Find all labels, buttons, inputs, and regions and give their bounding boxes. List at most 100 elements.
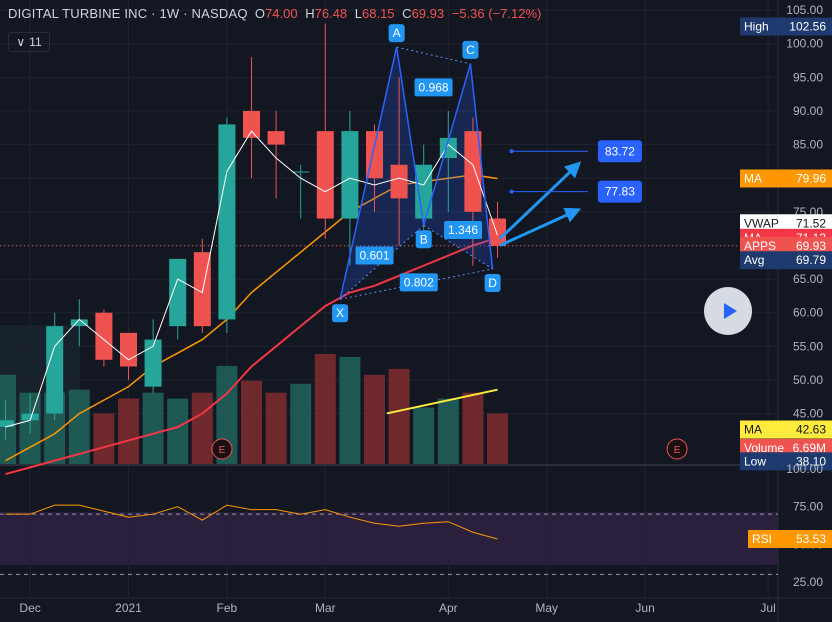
volume-bar bbox=[487, 413, 508, 464]
candle-body bbox=[464, 131, 482, 212]
candle-body bbox=[70, 319, 88, 327]
candle-body bbox=[415, 164, 433, 219]
rsi-value-tag bbox=[748, 529, 832, 548]
earnings-marker bbox=[666, 438, 688, 460]
symbol-header: DIGITAL TURBINE INC · 1W · NASDAQ O74.00… bbox=[8, 6, 541, 21]
price-tick-label: 55.00 bbox=[793, 339, 823, 353]
volume-bar bbox=[68, 389, 90, 464]
price-tag-name: VWAP bbox=[744, 216, 779, 230]
price-tag-name: MA bbox=[744, 423, 762, 437]
price-tag-value: 38.10 bbox=[796, 454, 826, 468]
volume-bar bbox=[241, 380, 262, 464]
play-icon bbox=[723, 303, 737, 319]
candle-body bbox=[243, 110, 260, 138]
price-tag-value: 69.79 bbox=[796, 253, 826, 267]
candle-body bbox=[169, 258, 187, 327]
candle-body bbox=[46, 326, 64, 414]
target-label: 83.72 bbox=[605, 144, 635, 158]
volume-bar bbox=[314, 354, 336, 464]
candle-body bbox=[144, 339, 162, 387]
volume-bar bbox=[265, 392, 287, 464]
volume-bar bbox=[413, 407, 435, 464]
price-tag-value: 71.52 bbox=[796, 216, 826, 230]
earnings-marker-label: E bbox=[219, 445, 226, 456]
volume-bar bbox=[142, 392, 164, 464]
pattern-point-c bbox=[462, 40, 479, 59]
time-tick-label: Jun bbox=[635, 601, 654, 615]
change-value: −5.36 (−7.12%) bbox=[451, 6, 542, 21]
ma-slow-line bbox=[5, 236, 498, 476]
pattern-point-label: X bbox=[336, 306, 344, 320]
pattern-ratio-box bbox=[414, 78, 453, 97]
target-level-dot bbox=[509, 189, 514, 194]
indicator-count: 11 bbox=[29, 35, 42, 49]
pattern-ratio-box bbox=[355, 246, 394, 265]
pattern-point-label: D bbox=[488, 276, 497, 290]
candle-body bbox=[218, 124, 236, 320]
pattern-ratio-line bbox=[423, 224, 493, 270]
pattern-point-b bbox=[415, 230, 432, 249]
low-label: L bbox=[354, 6, 362, 21]
time-tick-label: Mar bbox=[315, 601, 336, 615]
volume-bar bbox=[437, 398, 459, 464]
vwap-line bbox=[5, 130, 498, 428]
rsi-band bbox=[0, 512, 778, 565]
price-tag-name: MA bbox=[744, 171, 762, 185]
volume-bar bbox=[191, 392, 213, 464]
price-tick-label: 100.00 bbox=[786, 37, 823, 51]
symbol-title: DIGITAL TURBINE INC · 1W · NASDAQ bbox=[8, 6, 248, 21]
target-box bbox=[597, 140, 642, 163]
price-tag-value: 79.96 bbox=[796, 171, 826, 185]
replay-button[interactable] bbox=[704, 287, 752, 335]
candle-body bbox=[95, 312, 113, 360]
price-tag bbox=[740, 236, 832, 255]
time-tick-label: Jul bbox=[760, 601, 775, 615]
price-tag bbox=[740, 420, 832, 439]
volume-bar bbox=[0, 374, 16, 464]
earnings-marker bbox=[211, 438, 233, 460]
candle-body bbox=[341, 131, 359, 219]
price-tick-label: 45.00 bbox=[793, 407, 823, 421]
price-tick-label: 50.00 bbox=[793, 373, 823, 387]
candle-body bbox=[489, 218, 506, 246]
pattern-point-label: A bbox=[393, 26, 401, 40]
pattern-ratio-box bbox=[399, 273, 438, 292]
rsi-tag-name: RSI bbox=[752, 532, 772, 546]
chevron-down-icon: ∨ bbox=[16, 35, 26, 49]
price-tag-value: 42.63 bbox=[796, 423, 826, 437]
indicators-toggle[interactable]: ∨ 11 bbox=[8, 32, 50, 52]
candle-body bbox=[390, 164, 408, 199]
candle-body bbox=[292, 171, 310, 173]
price-tag-value: 102.56 bbox=[789, 19, 826, 33]
close-label: C bbox=[402, 6, 412, 21]
price-tag-name: High bbox=[744, 19, 769, 33]
price-tag-name: Low bbox=[744, 454, 766, 468]
volume-bar bbox=[118, 398, 139, 464]
price-tag-name: Volume bbox=[744, 441, 784, 455]
volume-bar bbox=[339, 356, 361, 464]
price-tick-label: 90.00 bbox=[793, 104, 823, 118]
high-value: 76.48 bbox=[314, 6, 348, 21]
price-tick-label: 105.00 bbox=[786, 3, 823, 17]
price-tag-name: Avg bbox=[744, 253, 764, 267]
time-tick-label: Apr bbox=[439, 601, 458, 615]
low-value: 68.15 bbox=[362, 6, 395, 21]
target-arrow-shaft bbox=[499, 211, 573, 247]
candle-body bbox=[316, 131, 334, 219]
pattern-ratio-line bbox=[339, 268, 493, 300]
time-tick-label: May bbox=[535, 601, 558, 615]
pattern-ratio-label: 1.346 bbox=[448, 223, 478, 237]
target-arrow-head bbox=[563, 207, 582, 223]
time-tick-label: Dec bbox=[19, 601, 40, 615]
pattern-point-label: B bbox=[420, 232, 428, 246]
target-label: 77.83 bbox=[605, 185, 635, 199]
price-tag bbox=[740, 251, 832, 270]
rsi-tag-value: 53.53 bbox=[796, 532, 826, 546]
rsi-line bbox=[5, 504, 498, 540]
volume-bar bbox=[388, 368, 410, 464]
volume-bar bbox=[462, 392, 484, 464]
time-tick-label: 2021 bbox=[115, 601, 142, 615]
pattern-ratio-label: 0.601 bbox=[359, 249, 389, 263]
pattern-ratio-label: 0.968 bbox=[419, 80, 449, 94]
